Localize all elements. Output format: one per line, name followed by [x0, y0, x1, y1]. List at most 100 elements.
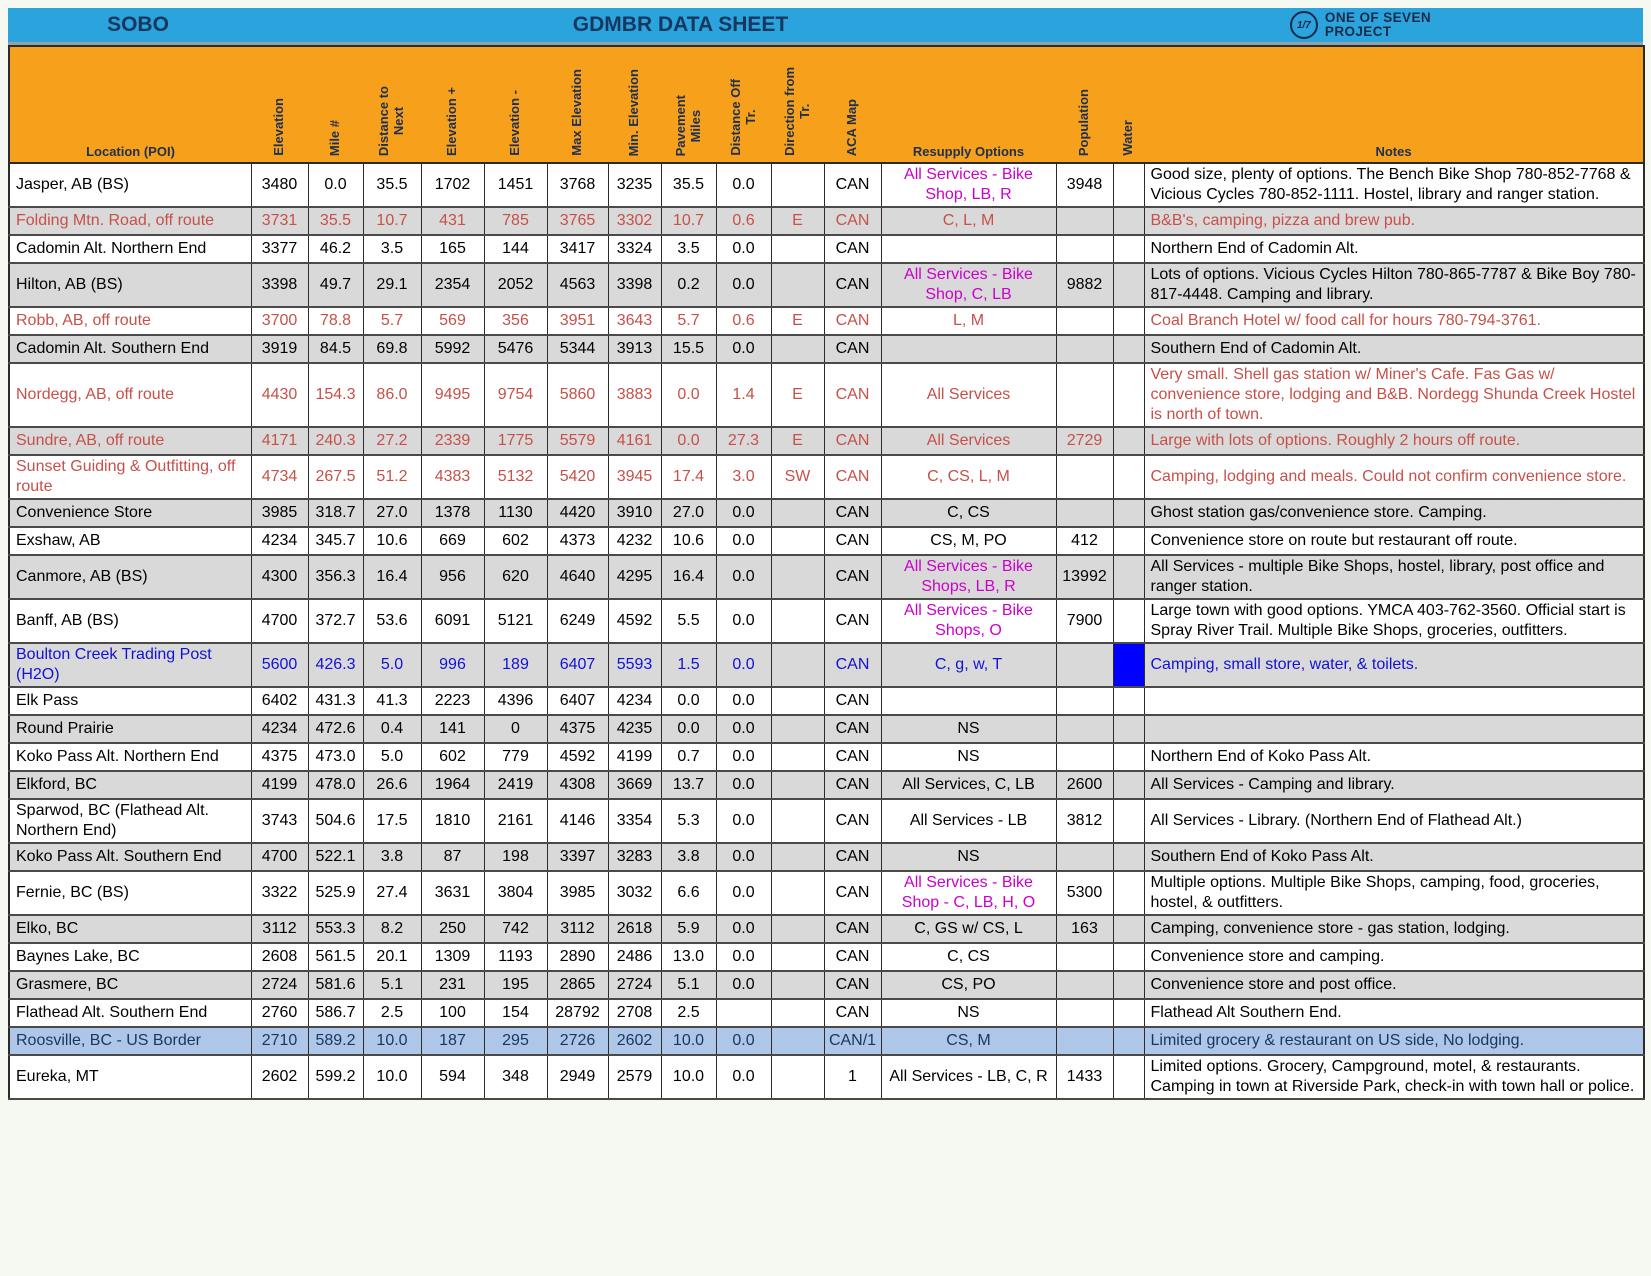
cell-elevation: 2760 [250, 998, 309, 1028]
cell-mile: 318.7 [307, 498, 364, 528]
col-header-label: Resupply Options [912, 144, 1025, 159]
cell-location: Sparwod, BC (Flathead Alt. Northern End) [8, 798, 252, 844]
cell-dist_next: 10.7 [362, 206, 422, 236]
cell-population [1055, 742, 1114, 772]
cell-min_elev: 2618 [607, 914, 662, 944]
table-row: Eureka, MT 2602 599.2 10.0 594 348 2949 2579 10.… [8, 1054, 1645, 1100]
cell-max_elev: 4146 [546, 798, 609, 844]
cell-pavement: 3.8 [660, 842, 717, 872]
cell-dist_next: 35.5 [362, 162, 422, 208]
cell-dist_off: 0.0 [715, 554, 772, 600]
cell-aca: CAN [823, 798, 882, 844]
col-header-elev_plus: Elevation + [421, 46, 484, 164]
cell-aca: CAN [823, 334, 882, 364]
cell-pavement: 5.5 [660, 598, 717, 644]
cell-elev_minus: 1775 [483, 426, 548, 456]
brand: 1/7 ONE OF SEVEN PROJECT [1289, 8, 1431, 42]
cell-aca: CAN [823, 498, 882, 528]
cell-max_elev: 5860 [546, 362, 609, 428]
cell-elev_plus: 141 [420, 714, 485, 744]
cell-elevation: 4700 [250, 598, 309, 644]
col-header-notes: Notes [1144, 46, 1644, 164]
cell-water [1112, 742, 1145, 772]
col-header-max_elev: Max Elevation [547, 46, 608, 164]
data-table: Location (POI) Elevation Mile # Distance to… [8, 45, 1645, 1100]
cell-resupply: NS [880, 714, 1057, 744]
cell-notes: All Services - multiple Bike Shops, host… [1143, 554, 1645, 600]
cell-min_elev: 3354 [607, 798, 662, 844]
cell-population: 1433 [1055, 1054, 1114, 1100]
cell-water [1112, 942, 1145, 972]
cell-dist_off: 0.0 [715, 234, 772, 264]
cell-min_elev: 4234 [607, 686, 662, 716]
cell-mile: 356.3 [307, 554, 364, 600]
cell-water [1112, 598, 1145, 644]
cell-dist_next: 5.1 [362, 970, 422, 1000]
table-row: Folding Mtn. Road, off route 3731 35.5 10.7… [8, 206, 1645, 236]
cell-notes: Convenience store and camping. [1143, 942, 1645, 972]
cell-dist_off: 0.6 [715, 306, 772, 336]
cell-resupply: All Services [880, 426, 1057, 456]
cell-mile: 372.7 [307, 598, 364, 644]
cell-dist_off: 0.0 [715, 942, 772, 972]
cell-dist_next: 26.6 [362, 770, 422, 800]
cell-mile: 240.3 [307, 426, 364, 456]
cell-location: Koko Pass Alt. Northern End [8, 742, 252, 772]
cell-dist_next: 69.8 [362, 334, 422, 364]
cell-mile: 154.3 [307, 362, 364, 428]
cell-dist_off: 0.0 [715, 642, 772, 688]
table-row: Jasper, AB (BS) 3480 0.0 35.5 1702 1451 3768 32… [8, 162, 1645, 208]
cell-dist_off: 0.0 [715, 598, 772, 644]
cell-pavement: 10.0 [660, 1054, 717, 1100]
cell-pavement: 5.3 [660, 798, 717, 844]
cell-elev_minus: 2161 [483, 798, 548, 844]
cell-location: Canmore, AB (BS) [8, 554, 252, 600]
cell-elev_minus: 195 [483, 970, 548, 1000]
col-header-label: Notes [1375, 144, 1412, 159]
cell-aca: CAN [823, 554, 882, 600]
cell-direction [770, 742, 825, 772]
cell-dist_off: 0.0 [715, 334, 772, 364]
table-row: Elk Pass 6402 431.3 41.3 2223 4396 6407 4234 0.0… [8, 686, 1645, 716]
cell-pavement: 0.0 [660, 362, 717, 428]
table-row: Grasmere, BC 2724 581.6 5.1 231 195 2865 2724 5.… [8, 970, 1645, 1000]
cell-resupply: All Services - Bike Shops, LB, R [880, 554, 1057, 600]
cell-notes: Southern End of Koko Pass Alt. [1143, 842, 1645, 872]
cell-min_elev: 3032 [607, 870, 662, 916]
cell-dist_off: 3.0 [715, 454, 772, 500]
cell-resupply: All Services [880, 362, 1057, 428]
cell-resupply: All Services, C, LB [880, 770, 1057, 800]
cell-water [1112, 426, 1145, 456]
table-row: Banff, AB (BS) 4700 372.7 53.6 6091 5121 6249 4… [8, 598, 1645, 644]
cell-direction [770, 686, 825, 716]
col-header-resupply: Resupply Options [881, 46, 1056, 164]
cell-population [1055, 642, 1114, 688]
cell-resupply: All Services - LB, C, R [880, 1054, 1057, 1100]
cell-notes: Camping, small store, water, & toilets. [1143, 642, 1645, 688]
cell-aca: CAN [823, 942, 882, 972]
cell-pavement: 5.1 [660, 970, 717, 1000]
cell-aca: CAN [823, 206, 882, 236]
cell-min_elev: 3669 [607, 770, 662, 800]
cell-min_elev: 4161 [607, 426, 662, 456]
cell-mile: 472.6 [307, 714, 364, 744]
cell-pavement: 5.9 [660, 914, 717, 944]
cell-elevation: 3377 [250, 234, 309, 264]
cell-elev_minus: 0 [483, 714, 548, 744]
cell-max_elev: 5420 [546, 454, 609, 500]
cell-dist_next: 16.4 [362, 554, 422, 600]
cell-mile: 525.9 [307, 870, 364, 916]
cell-pavement: 10.0 [660, 1026, 717, 1056]
cell-location: Exshaw, AB [8, 526, 252, 556]
table-row: Cadomin Alt. Northern End 3377 46.2 3.5 165 1… [8, 234, 1645, 264]
cell-aca: CAN [823, 306, 882, 336]
cell-population [1055, 234, 1114, 264]
cell-water [1112, 206, 1145, 236]
cell-resupply: All Services - LB [880, 798, 1057, 844]
cell-water [1112, 454, 1145, 500]
cell-elev_plus: 431 [420, 206, 485, 236]
cell-direction: E [770, 426, 825, 456]
cell-elev_minus: 1193 [483, 942, 548, 972]
cell-mile: 35.5 [307, 206, 364, 236]
cell-location: Cadomin Alt. Southern End [8, 334, 252, 364]
